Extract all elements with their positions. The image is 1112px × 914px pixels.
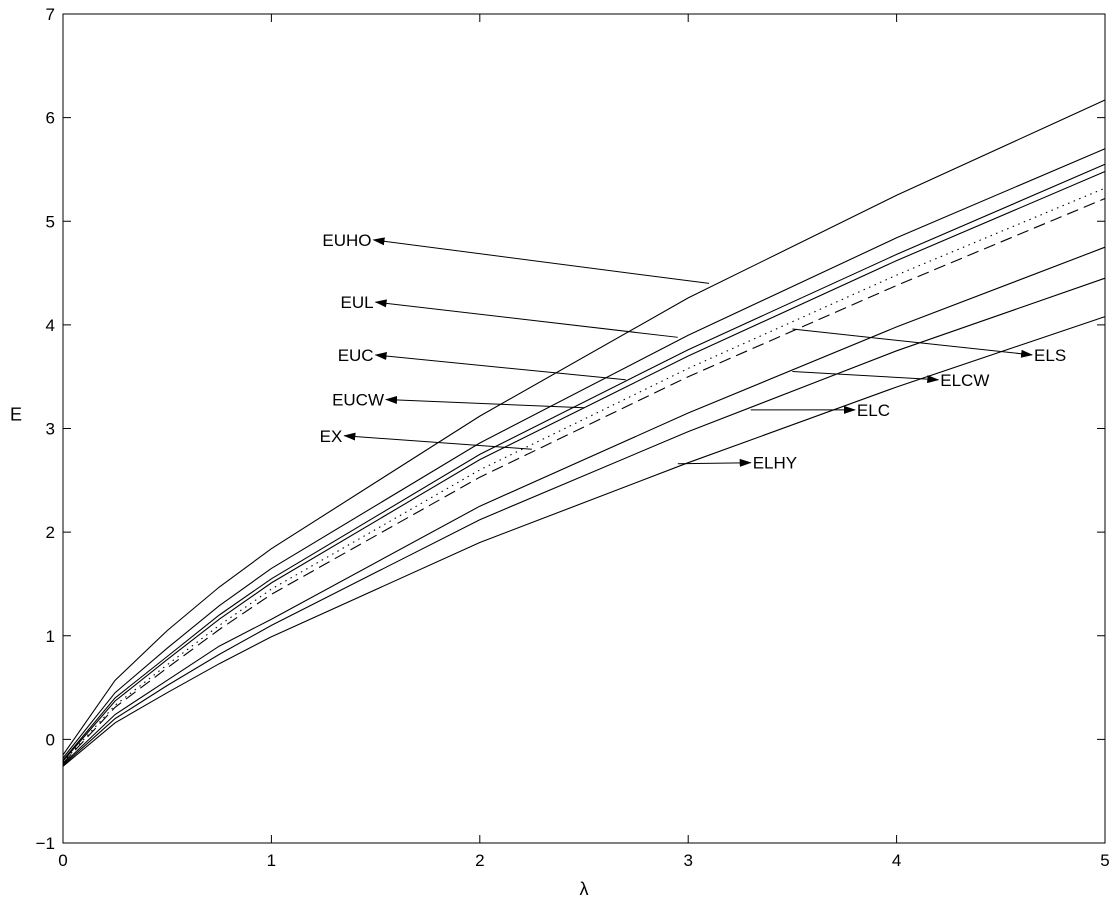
y-tick-label-8: 7 [46, 5, 55, 24]
annotation-label-euc: EUC [338, 346, 374, 365]
x-axis-label: λ [580, 879, 589, 899]
series-layer [62, 99, 1106, 767]
x-tick-label-4: 4 [892, 851, 901, 870]
annotation-label-els: ELS [1034, 346, 1066, 365]
y-tick-label-5: 4 [46, 316, 55, 335]
annotation-arrow-euc [374, 352, 626, 381]
plot-frame [62, 13, 1106, 844]
series-line-eucw [62, 170, 1106, 762]
y-tick-label-7: 6 [46, 109, 55, 128]
annotation-arrow-eucw [385, 395, 585, 409]
y-tick-label-6: 5 [46, 212, 55, 231]
x-tick-label-0: 0 [58, 851, 67, 870]
annotation-arrow-ex [343, 432, 532, 450]
series-line-elc [62, 277, 1106, 766]
x-tick-label-3: 3 [683, 851, 692, 870]
annotation-arrow-els [792, 328, 1034, 358]
annotation-arrow-elcw [792, 371, 940, 384]
annotation-label-elcw: ELCW [940, 371, 989, 390]
x-tick-label-5: 5 [1100, 851, 1109, 870]
y-tick-label-0: −1 [36, 834, 55, 853]
series-line-eul [62, 148, 1106, 759]
series-line-euc [62, 163, 1106, 761]
annotation-arrow-eul [374, 299, 678, 338]
annotation-layer: EUHO EUL EUC EUCW EX ELS ELCW ELC ELHY [320, 231, 1067, 473]
annotation-label-ex: EX [320, 427, 343, 446]
annotation-label-elhy: ELHY [753, 454, 797, 473]
series-line-elcw [62, 246, 1106, 765]
annotation-label-eucw: EUCW [332, 390, 384, 409]
annotation-label-euho: EUHO [322, 231, 371, 250]
x-tick-label-1: 1 [267, 851, 276, 870]
annotation-arrow-elhy [677, 458, 752, 467]
series-line-elhy [62, 316, 1106, 767]
y-tick-label-4: 3 [46, 420, 55, 439]
x-tick-label-2: 2 [475, 851, 484, 870]
annotation-label-elc: ELC [857, 401, 890, 420]
annotation-arrow-euho [372, 237, 710, 284]
series-line-euho [62, 99, 1106, 756]
y-tick-label-1: 0 [46, 730, 55, 749]
y-axis-label: E [10, 405, 22, 425]
y-tick-label-3: 2 [46, 523, 55, 542]
series-line-ex [62, 197, 1106, 764]
annotation-label-eul: EUL [341, 293, 374, 312]
y-tick-label-2: 1 [46, 627, 55, 646]
